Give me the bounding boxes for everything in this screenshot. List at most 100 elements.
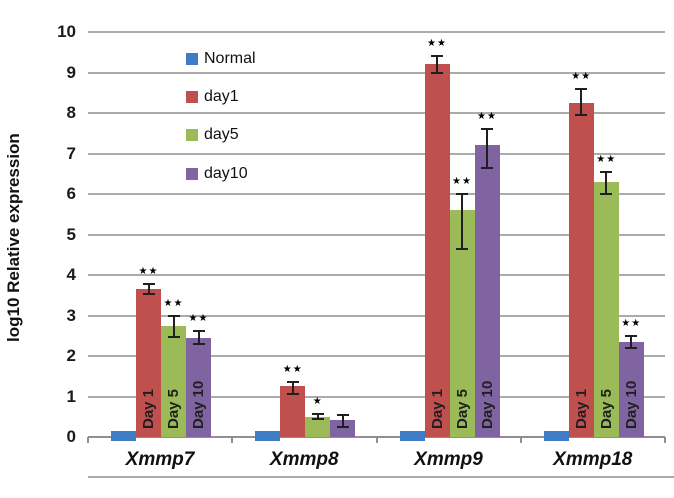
- y-tick-label: 2: [66, 346, 76, 365]
- gridline: [88, 274, 665, 276]
- legend-swatch: [186, 129, 198, 141]
- error-bar-bottom-cap: [142, 293, 155, 296]
- bar: [543, 430, 569, 441]
- x-axis-tick: [519, 437, 522, 443]
- bar: [136, 289, 161, 437]
- legend-item: Normal: [186, 50, 256, 68]
- y-axis-title: log10 Relative expression: [4, 133, 23, 343]
- bar: [186, 337, 211, 437]
- error-bar-bottom-cap: [286, 393, 299, 396]
- error-bar-top-cap: [431, 55, 443, 58]
- bar: [161, 325, 186, 437]
- bar: [618, 341, 644, 437]
- legend-label: day10: [204, 165, 248, 182]
- error-bar-bottom-cap: [600, 193, 613, 195]
- bar-inner-label: Day 5: [597, 388, 615, 429]
- category-label: Xmmp7: [125, 449, 195, 470]
- significance-stars: ★★: [596, 153, 617, 165]
- significance-stars: ★★: [188, 312, 209, 324]
- error-bar: [580, 88, 583, 115]
- error-bar-bottom-cap: [625, 346, 638, 349]
- gridline: [88, 112, 665, 114]
- error-bar-bottom-cap: [167, 335, 180, 338]
- y-tick-label: 10: [57, 22, 76, 41]
- bar: [593, 181, 619, 437]
- y-tick-label: 8: [66, 103, 76, 122]
- gridline: [88, 395, 665, 398]
- significance-stars: ★★: [452, 176, 472, 187]
- error-bar-bottom-cap: [311, 418, 324, 421]
- bar-inner-label: Day 1: [428, 388, 446, 429]
- y-tick-label: 6: [66, 184, 76, 203]
- error-bar: [316, 414, 319, 420]
- category-label: Xmmp8: [269, 449, 339, 470]
- gridline: [88, 355, 665, 357]
- x-axis-tick: [375, 437, 378, 443]
- bar-inner-label: Day 1: [140, 388, 157, 429]
- x-axis-tick: [231, 437, 234, 443]
- error-bar-top-cap: [600, 170, 613, 173]
- bar-inner-label: Day 5: [165, 388, 182, 429]
- error-bar-top-cap: [142, 282, 155, 285]
- gridline: [88, 233, 665, 236]
- legend-item: day1: [186, 88, 239, 106]
- significance-stars: ★★: [282, 363, 303, 375]
- bar-inner-label: Day 10: [478, 380, 496, 429]
- y-tick-label: 9: [66, 62, 76, 82]
- error-bar-top-cap: [311, 413, 324, 416]
- bar: [568, 102, 594, 437]
- y-tick-label: 0: [66, 427, 76, 446]
- error-bar: [147, 283, 150, 295]
- error-bar-top-cap: [336, 413, 349, 416]
- error-bar: [341, 414, 344, 427]
- error-bar-top-cap: [575, 87, 588, 90]
- significance-stars: ★★: [571, 70, 592, 82]
- significance-stars: ★★: [163, 297, 184, 309]
- error-bar: [291, 381, 294, 395]
- y-tick-label: 3: [66, 305, 76, 325]
- x-axis-tick: [87, 437, 89, 443]
- y-tick-label: 1: [66, 386, 76, 406]
- significance-stars: ★★: [477, 111, 497, 123]
- significance-stars: ★★: [621, 317, 642, 329]
- error-bar: [197, 330, 200, 344]
- legend-swatch: [186, 53, 198, 65]
- bar: [255, 430, 281, 441]
- bar: [399, 430, 425, 441]
- error-bar-bottom-cap: [575, 114, 588, 117]
- error-bar-top-cap: [286, 380, 299, 383]
- bar: [330, 419, 356, 437]
- legend-label: day5: [204, 126, 239, 143]
- gridline: [88, 31, 665, 33]
- significance-stars: ★★: [138, 265, 159, 277]
- error-bar: [630, 335, 633, 348]
- error-bar-bottom-cap: [481, 166, 493, 169]
- error-bar-bottom-cap: [336, 425, 349, 428]
- error-bar-top-cap: [192, 329, 205, 332]
- legend-label: day1: [204, 88, 239, 105]
- bar-inner-label: Day 1: [572, 388, 590, 429]
- error-bar-bottom-cap: [192, 342, 205, 345]
- gridline: [88, 193, 665, 195]
- legend-item: day5: [186, 126, 239, 144]
- category-label: Xmmp18: [553, 449, 633, 470]
- bar: [424, 64, 450, 437]
- legend-swatch: [186, 168, 198, 180]
- error-bar-top-cap: [456, 193, 468, 195]
- error-bar-top-cap: [481, 128, 493, 131]
- error-bar: [461, 194, 463, 249]
- legend-label: Normal: [204, 50, 256, 67]
- error-bar-bottom-cap: [431, 71, 443, 74]
- x-axis-tick: [664, 437, 666, 443]
- error-bar: [605, 171, 608, 194]
- error-bar: [436, 56, 438, 73]
- gridline: [88, 314, 665, 317]
- error-bar-bottom-cap: [456, 247, 468, 250]
- chart-bottom-border: [88, 476, 674, 478]
- y-tick-label: 5: [66, 224, 76, 244]
- bar: [111, 430, 136, 441]
- gridline: [88, 152, 665, 155]
- error-bar-top-cap: [167, 314, 180, 317]
- bar-inner-label: Day 5: [453, 388, 471, 429]
